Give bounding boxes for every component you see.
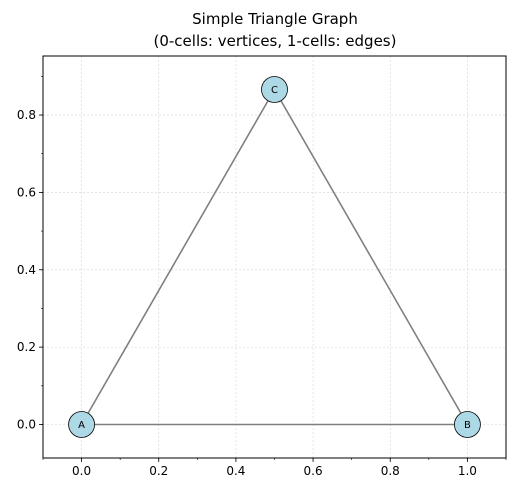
- vertex-b: [454, 411, 481, 438]
- y-tick-label: 0.8: [17, 108, 36, 122]
- plot-frame: [42, 55, 507, 459]
- y-tick-label: 0.0: [17, 418, 36, 432]
- vertex-a: [68, 411, 95, 438]
- x-tick-label: 0.0: [72, 464, 91, 478]
- edge-c-a: [80, 89, 276, 425]
- y-tick-label: 0.2: [17, 340, 36, 354]
- graph-nodes: A B C: [68, 76, 481, 438]
- vertex-label-a: A: [78, 420, 85, 431]
- x-tick-label: 0.6: [304, 464, 323, 478]
- y-tick-label: 0.4: [17, 263, 36, 277]
- x-tick-label: 0.4: [226, 464, 245, 478]
- grid-lines: [43, 56, 506, 458]
- chart-subtitle: (0-cells: vertices, 1-cells: edges): [154, 32, 397, 50]
- vertex-label-b: B: [464, 420, 471, 431]
- vertex-c: [261, 76, 288, 103]
- y-tick-label: 0.6: [17, 185, 36, 199]
- graph-edges: [80, 89, 469, 426]
- x-tick-label: 0.8: [381, 464, 400, 478]
- vertex-label-c: C: [271, 85, 278, 96]
- x-tick-label: 1.0: [458, 464, 477, 478]
- axes: 0.0 0.2 0.4 0.6 0.8 1.0 0.0 0.2 0.4 0.6 0.8: [17, 76, 507, 478]
- x-tick-label: 0.2: [149, 464, 168, 478]
- edge-b-c: [273, 89, 469, 425]
- chart-title: Simple Triangle Graph: [192, 10, 358, 28]
